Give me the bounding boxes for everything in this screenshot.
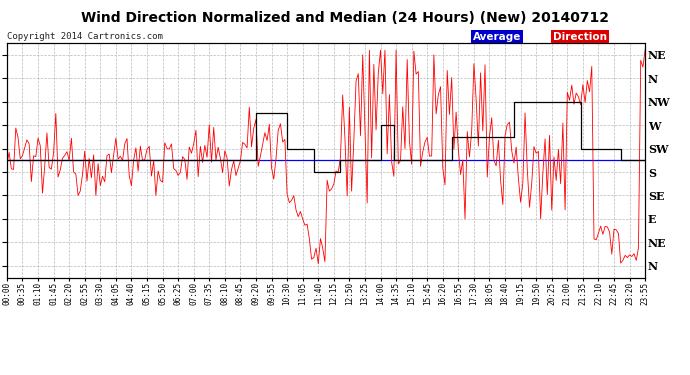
Text: Direction: Direction bbox=[553, 32, 607, 42]
Text: Wind Direction Normalized and Median (24 Hours) (New) 20140712: Wind Direction Normalized and Median (24… bbox=[81, 11, 609, 25]
Text: Copyright 2014 Cartronics.com: Copyright 2014 Cartronics.com bbox=[7, 32, 163, 41]
Text: Average: Average bbox=[473, 32, 521, 42]
